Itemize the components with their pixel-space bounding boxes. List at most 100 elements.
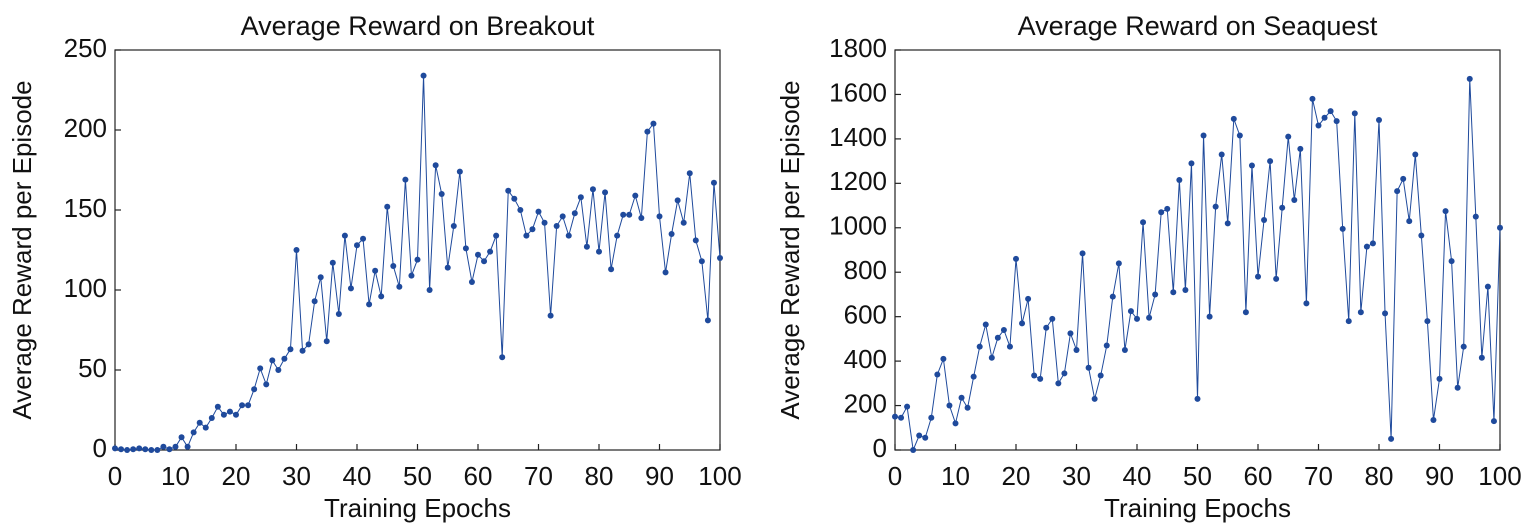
data-point [1091,395,1098,402]
data-point [468,279,475,285]
data-point [366,301,373,308]
data-point [251,386,258,393]
data-point [571,210,578,217]
data-point [1291,197,1298,203]
data-point [360,235,367,242]
data-point [347,285,354,292]
y-tick-label: 1800 [829,33,887,63]
x-tick-label: 100 [698,461,741,491]
data-point [299,347,306,354]
data-point [148,447,155,453]
data-point [934,371,941,378]
x-tick-label: 80 [1365,461,1394,491]
x-tick-label: 60 [1244,461,1273,491]
data-point [686,170,693,177]
data-point [1327,108,1334,115]
data-point [517,207,524,213]
x-axis-label: Training Epochs [324,493,511,523]
x-tick-label: 90 [645,461,674,491]
data-point [214,403,221,410]
y-tick-label: 0 [93,433,107,463]
data-point [323,338,330,345]
data-point [420,72,427,79]
data-point [481,258,488,265]
data-point [1406,218,1413,225]
data-point [1200,132,1207,139]
y-tick-label: 50 [78,353,107,383]
x-tick-label: 30 [282,461,311,491]
y-tick-label: 150 [64,193,107,223]
data-point [1061,370,1068,377]
data-point [976,343,983,350]
data-point [1454,384,1461,391]
data-point [317,274,324,281]
data-point [462,245,469,252]
data-point [1376,117,1382,123]
data-point [1224,220,1231,227]
data-point [1267,158,1274,165]
data-point [130,446,137,453]
data-point [166,446,173,453]
data-point [160,443,167,450]
data-point [704,317,711,324]
data-point [1158,209,1165,216]
data-point [928,414,935,421]
data-point [1351,110,1358,117]
x-tick-label: 0 [108,461,122,491]
data-point [1303,300,1310,307]
data-point [1255,273,1261,280]
data-point [958,394,965,401]
y-tick-label: 1600 [829,77,887,107]
y-tick-label: 0 [873,433,887,463]
data-point [1490,418,1497,425]
data-point [136,445,143,452]
data-point [172,443,179,450]
data-point [620,211,627,218]
data-point [196,419,203,426]
y-tick-label: 1000 [829,211,887,241]
data-point [220,411,227,418]
data-point [940,355,947,362]
data-point [1382,310,1389,317]
data-point [1460,343,1467,350]
data-point [668,231,675,237]
y-tick-label: 250 [64,33,107,63]
data-point [426,287,433,293]
x-tick-label: 10 [161,461,190,491]
data-point [916,432,923,439]
data-point [1309,95,1316,102]
x-tick-label: 60 [464,461,493,491]
data-point [124,447,131,453]
data-point [335,311,342,317]
data-point [438,191,445,197]
data-point [1079,250,1086,257]
data-point [190,429,197,436]
data-point [1279,204,1286,211]
data-point [390,263,397,269]
data-point [450,223,457,229]
data-point [1013,255,1019,262]
data-point [644,128,651,135]
data-point [541,219,548,226]
data-point [1418,232,1425,239]
data-point [1363,243,1370,250]
data-point [1339,225,1346,232]
y-tick-label: 400 [844,344,887,374]
x-tick-label: 50 [403,461,432,491]
x-tick-label: 70 [524,461,553,491]
data-point [112,445,118,452]
data-point [1212,203,1219,210]
data-point [1140,219,1147,226]
y-tick-label: 800 [844,255,887,285]
data-point [1055,380,1062,387]
data-point [589,186,596,193]
data-point [1170,289,1177,296]
data-point [402,176,409,183]
data-point [226,408,233,415]
data-point [1321,114,1328,121]
data-point [632,192,639,199]
data-point [1127,308,1134,315]
data-point [553,223,560,229]
data-point [1043,324,1050,331]
data-point [1436,375,1443,382]
